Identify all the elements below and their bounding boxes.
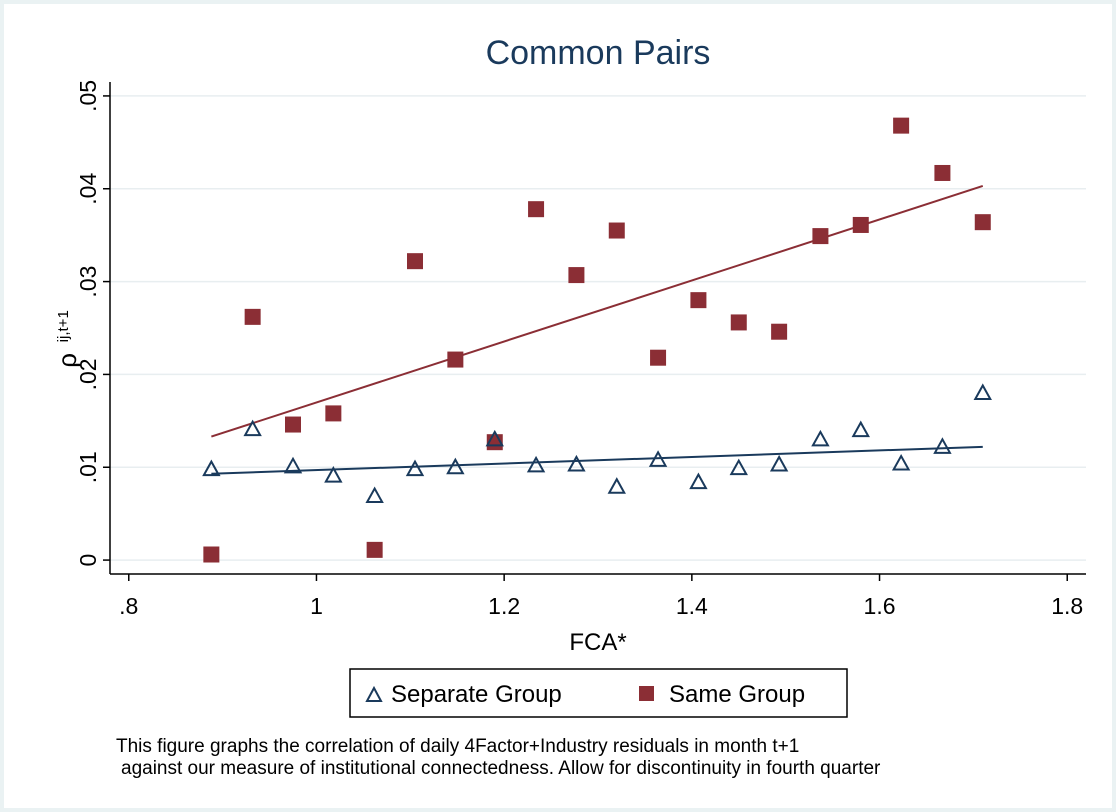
legend-label-same-group: Same Group bbox=[669, 681, 805, 708]
note-line-1: This figure graphs the correlation of da… bbox=[116, 736, 799, 757]
x-axis-title: FCA* bbox=[569, 629, 626, 656]
point-separate-group-15 bbox=[811, 429, 830, 447]
y-tick-label-4: .04 bbox=[75, 173, 101, 205]
point-same-group-19 bbox=[974, 214, 991, 231]
legend-marker-separate-group bbox=[365, 685, 383, 702]
point-separate-group-0 bbox=[202, 459, 221, 477]
legend: Separate Group Same Group bbox=[349, 668, 848, 718]
legend-marker-same-group bbox=[639, 686, 654, 701]
point-separate-group-4 bbox=[365, 486, 384, 504]
x-tick-label-3: 1.4 bbox=[676, 593, 708, 619]
point-separate-group-2 bbox=[283, 456, 303, 474]
legend-label-separate-group: Separate Group bbox=[391, 681, 562, 708]
fit-line-series-0 bbox=[211, 445, 983, 475]
point-same-group-13 bbox=[730, 314, 747, 331]
point-same-group-2 bbox=[285, 416, 301, 433]
point-same-group-18 bbox=[934, 164, 951, 181]
point-same-group-16 bbox=[852, 216, 869, 233]
point-same-group-5 bbox=[407, 253, 423, 270]
point-same-group-8 bbox=[528, 201, 545, 218]
point-separate-group-13 bbox=[729, 458, 748, 476]
point-separate-group-16 bbox=[851, 420, 870, 438]
point-same-group-11 bbox=[650, 349, 667, 366]
y-axis-title-main: ρ bbox=[52, 353, 82, 368]
x-tick-label-5: 1.8 bbox=[1051, 593, 1083, 619]
point-same-group-17 bbox=[893, 117, 910, 134]
note-line-2: against our measure of institutional con… bbox=[121, 758, 881, 779]
point-same-group-3 bbox=[325, 405, 342, 422]
point-same-group-12 bbox=[690, 292, 707, 309]
chart-title: Common Pairs bbox=[486, 34, 711, 72]
y-axis-title: ρ ij,t+1 bbox=[52, 310, 82, 368]
point-same-group-4 bbox=[366, 541, 383, 558]
point-same-group-6 bbox=[447, 351, 464, 368]
svg-text:ρ ij,t+1: ρ ij,t+1 bbox=[52, 310, 82, 368]
axes: 0 .01 .02 .03 .04 .05 .8 1 1.2 1.4 1.6 1.8 bbox=[75, 80, 1086, 619]
point-separate-group-1 bbox=[243, 419, 262, 437]
x-tick-label-4: 1.6 bbox=[864, 593, 896, 619]
grid-lines bbox=[110, 95, 1086, 561]
point-separate-group-19 bbox=[973, 383, 992, 400]
y-tick-label-0: 0 bbox=[75, 554, 101, 567]
y-tick-label-5: .05 bbox=[75, 80, 101, 112]
x-tick-label-1: 1 bbox=[310, 593, 323, 619]
point-separate-group-12 bbox=[689, 472, 708, 490]
point-separate-group-9 bbox=[567, 454, 586, 472]
point-separate-group-14 bbox=[769, 454, 789, 472]
point-separate-group-8 bbox=[526, 455, 546, 473]
point-separate-group-6 bbox=[446, 457, 465, 475]
point-same-group-1 bbox=[244, 308, 261, 325]
point-separate-group-17 bbox=[891, 453, 911, 471]
point-same-group-0 bbox=[203, 546, 220, 563]
point-separate-group-18 bbox=[933, 437, 952, 454]
point-separate-group-10 bbox=[607, 477, 626, 494]
point-separate-group-3 bbox=[324, 466, 343, 483]
chart-frame: Common Pairs 0 .01 .02 .03 .04 .05 .8 1 1.2 1.4 1.… bbox=[4, 4, 1112, 808]
point-same-group-14 bbox=[771, 323, 788, 340]
point-same-group-9 bbox=[568, 267, 585, 284]
y-axis-title-sub: ij,t+1 bbox=[55, 310, 72, 342]
point-same-group-15 bbox=[812, 228, 829, 245]
y-tick-label-1: .01 bbox=[75, 451, 101, 483]
point-separate-group-7 bbox=[485, 429, 504, 447]
point-separate-group-11 bbox=[648, 450, 668, 467]
point-same-group-10 bbox=[608, 222, 625, 239]
y-tick-label-3: .03 bbox=[75, 266, 101, 298]
scatter-chart: Common Pairs 0 .01 .02 .03 .04 .05 .8 1 1.2 1.4 1.… bbox=[52, 34, 1086, 779]
x-tick-label-0: .8 bbox=[119, 593, 138, 619]
y-tick-label-2: .02 bbox=[75, 358, 101, 390]
x-tick-label-2: 1.2 bbox=[488, 593, 520, 619]
data-points bbox=[202, 117, 992, 563]
point-separate-group-5 bbox=[405, 459, 425, 477]
legend-box bbox=[349, 668, 848, 718]
